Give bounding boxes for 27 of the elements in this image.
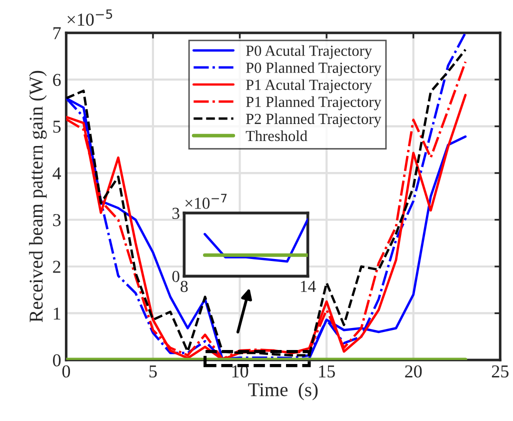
y-tick-label: 6 [53, 74, 61, 86]
legend-label: P1 Planned Trajectory [246, 96, 382, 110]
legend-label: P0 Acutal Trajectory [246, 45, 372, 60]
y-tick-label: 7 [53, 27, 61, 40]
x-tick-label: 15 [319, 365, 335, 378]
x-tick-label: 8 [180, 280, 188, 292]
line-series [204, 218, 308, 263]
y-tick-label: 1 [54, 308, 60, 320]
x-tick-label: 14 [300, 280, 316, 292]
x-axis-title: Time (s) [248, 382, 318, 400]
y-tick-label: 5 [53, 120, 61, 133]
text: ×10$^{−5}$ [68, 9, 112, 26]
x-tick-label: 0 [62, 365, 70, 378]
y-tick-label: 3 [172, 208, 180, 219]
x-tick-label: 25 [492, 365, 508, 378]
legend-label: P1 Acutal Trajectory [246, 79, 372, 94]
y-tick-label: 4 [52, 167, 62, 180]
y-tick-label: 0 [52, 354, 61, 366]
y-tick-label: 2 [53, 260, 60, 273]
annotation: ×10$^{−7}$ [185, 194, 227, 209]
x-tick-label: 5 [150, 366, 157, 378]
legend-label: P0 Planned Trajectory [246, 62, 382, 76]
y-axis-title: Received beam pattern gain (W) [29, 70, 47, 322]
y-tick-label: 3 [53, 214, 61, 226]
x-tick-label: 20 [405, 365, 422, 378]
legend-label: Threshold [246, 130, 308, 142]
legend-label: P2 Planned Trajectory [246, 113, 382, 128]
